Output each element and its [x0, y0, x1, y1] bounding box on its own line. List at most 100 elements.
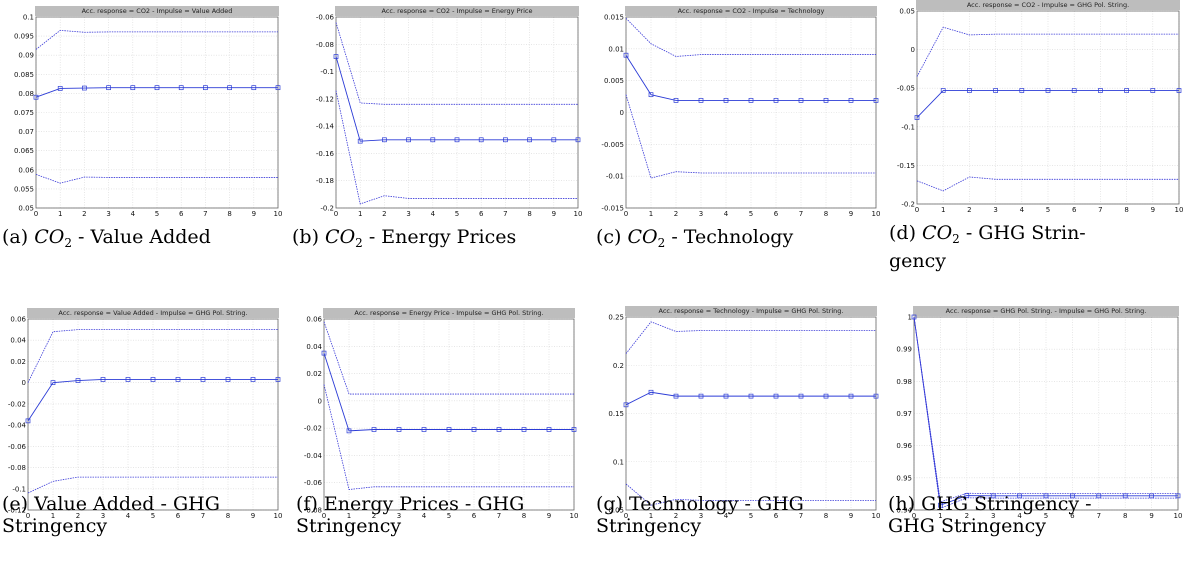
y-tick-label: 0.06 [10, 316, 26, 324]
caption-subscript: 2 [355, 236, 363, 250]
y-tick-label: -0.1 [320, 68, 334, 76]
x-tick-label: 10 [574, 210, 583, 218]
x-tick-label: 3 [397, 512, 401, 520]
y-tick-label: 0.1 [23, 14, 34, 22]
response-marker [227, 85, 232, 91]
y-tick-label: -0.05 [897, 85, 915, 93]
plot-frame [625, 316, 877, 511]
plot-area [917, 11, 1179, 204]
response-marker [100, 377, 106, 382]
response-marker [1017, 493, 1022, 499]
y-tick-label: 0 [22, 379, 26, 387]
title-bar [625, 6, 877, 16]
y-tick-label: 0.97 [896, 410, 912, 418]
caption-label: (b) [292, 226, 326, 248]
x-tick-label: 3 [699, 512, 703, 520]
caption-math: CO [627, 226, 658, 248]
x-tick-label: 6 [179, 210, 184, 218]
y-tick-label: -0.06 [8, 443, 27, 451]
chart-svg: Acc. response = Value Added - Impulse = … [8, 308, 282, 520]
y-tick-label: -0.18 [316, 177, 334, 185]
y-tick-label: -0.04 [304, 452, 323, 460]
response-marker [938, 502, 943, 508]
y-tick-label: 0.06 [18, 166, 34, 174]
x-tick-label: 10 [872, 512, 881, 520]
title-bar [27, 308, 279, 318]
response-marker [521, 427, 527, 432]
x-tick-label: 1 [649, 512, 653, 520]
x-tick-label: 4 [1020, 206, 1025, 214]
y-tick-label: -0.06 [316, 14, 335, 22]
chart-svg: Acc. response = Technology - Impulse = G… [608, 306, 881, 520]
y-tick-label: 0.065 [14, 147, 34, 155]
subfigure-caption: (h) GHG Stringency - GHG Stringency [888, 493, 1092, 537]
y-tick-label: 0.04 [10, 337, 26, 345]
x-tick-label: 1 [347, 512, 351, 520]
response-line [916, 90, 1179, 118]
upper-band-line [35, 29, 278, 50]
caption-math: CO [325, 226, 356, 248]
caption-text: Energy Prices - GHG [323, 493, 525, 515]
plot-frame [913, 316, 1179, 511]
response-marker [575, 137, 581, 143]
x-tick-label: 3 [101, 512, 105, 520]
chart-panel: Acc. response = CO2 - Impulse = GHG Pol.… [889, 0, 1183, 272]
subfigure-caption: (f) Energy Prices - GHG Stringency [296, 493, 524, 537]
y-tick-label: 0.055 [14, 185, 34, 193]
response-marker [50, 380, 56, 386]
y-tick-label: 0.005 [604, 77, 624, 85]
chart-title: Acc. response = Technology - Impulse = G… [659, 307, 844, 315]
chart-panel: Acc. response = Technology - Impulse = G… [596, 306, 881, 537]
chart-panel: Acc. response = GHG Pol. String. - Impul… [888, 306, 1182, 537]
x-tick-label: 0 [334, 210, 338, 218]
response-marker [454, 137, 460, 143]
title-bar [335, 6, 579, 16]
response-marker [346, 428, 352, 434]
y-tick-label: 0.085 [14, 71, 34, 79]
x-tick-label: 0 [26, 512, 30, 520]
response-marker [527, 137, 532, 143]
title-bar [323, 308, 575, 318]
x-tick-label: 8 [527, 210, 531, 218]
y-tick-label: 0.05 [18, 205, 34, 213]
x-tick-label: 7 [1098, 206, 1102, 214]
y-tick-label: -0.02 [304, 425, 322, 433]
response-marker [798, 393, 804, 399]
response-marker [823, 393, 829, 399]
y-tick-label: 0.2 [613, 362, 624, 370]
x-tick-label: 4 [724, 512, 729, 520]
y-tick-label: -0.005 [601, 141, 624, 149]
response-marker [275, 85, 281, 91]
response-marker [178, 85, 184, 91]
x-tick-label: 6 [176, 512, 181, 520]
chart-title: Acc. response = Energy Price - Impulse =… [354, 309, 543, 317]
y-tick-label: 0.95 [896, 474, 912, 482]
x-tick-label: 3 [406, 210, 410, 218]
response-marker [873, 98, 879, 103]
response-marker [1176, 88, 1182, 93]
response-marker [125, 377, 131, 382]
response-marker [130, 85, 136, 91]
x-tick-label: 3 [699, 210, 703, 218]
x-tick-label: 9 [1149, 512, 1153, 520]
y-tick-label: 1 [908, 314, 912, 322]
caption-math: CO [34, 226, 65, 248]
upper-band-line [625, 17, 876, 57]
chart-svg: Acc. response = CO2 - Impulse = GHG Pol.… [897, 0, 1183, 214]
response-marker [406, 137, 411, 143]
x-tick-label: 3 [991, 512, 995, 520]
y-tick-label: -0.12 [8, 507, 26, 515]
x-tick-label: 1 [51, 512, 55, 520]
response-line [625, 54, 876, 101]
subfigure-caption: (c) CO2 - Technology [596, 226, 793, 254]
response-marker [623, 52, 629, 58]
chart-panel: Acc. response = CO2 - Impulse = Energy P… [292, 6, 583, 250]
y-tick-label: 0 [620, 109, 624, 117]
chart-title: Acc. response = Value Added - Impulse = … [58, 309, 247, 317]
response-marker [648, 92, 654, 98]
x-tick-label: 5 [155, 210, 159, 218]
response-marker [914, 115, 920, 120]
chart-title: Acc. response = CO2 - Impulse = Technolo… [678, 7, 825, 15]
response-marker [225, 377, 231, 382]
x-tick-label: 7 [799, 512, 803, 520]
